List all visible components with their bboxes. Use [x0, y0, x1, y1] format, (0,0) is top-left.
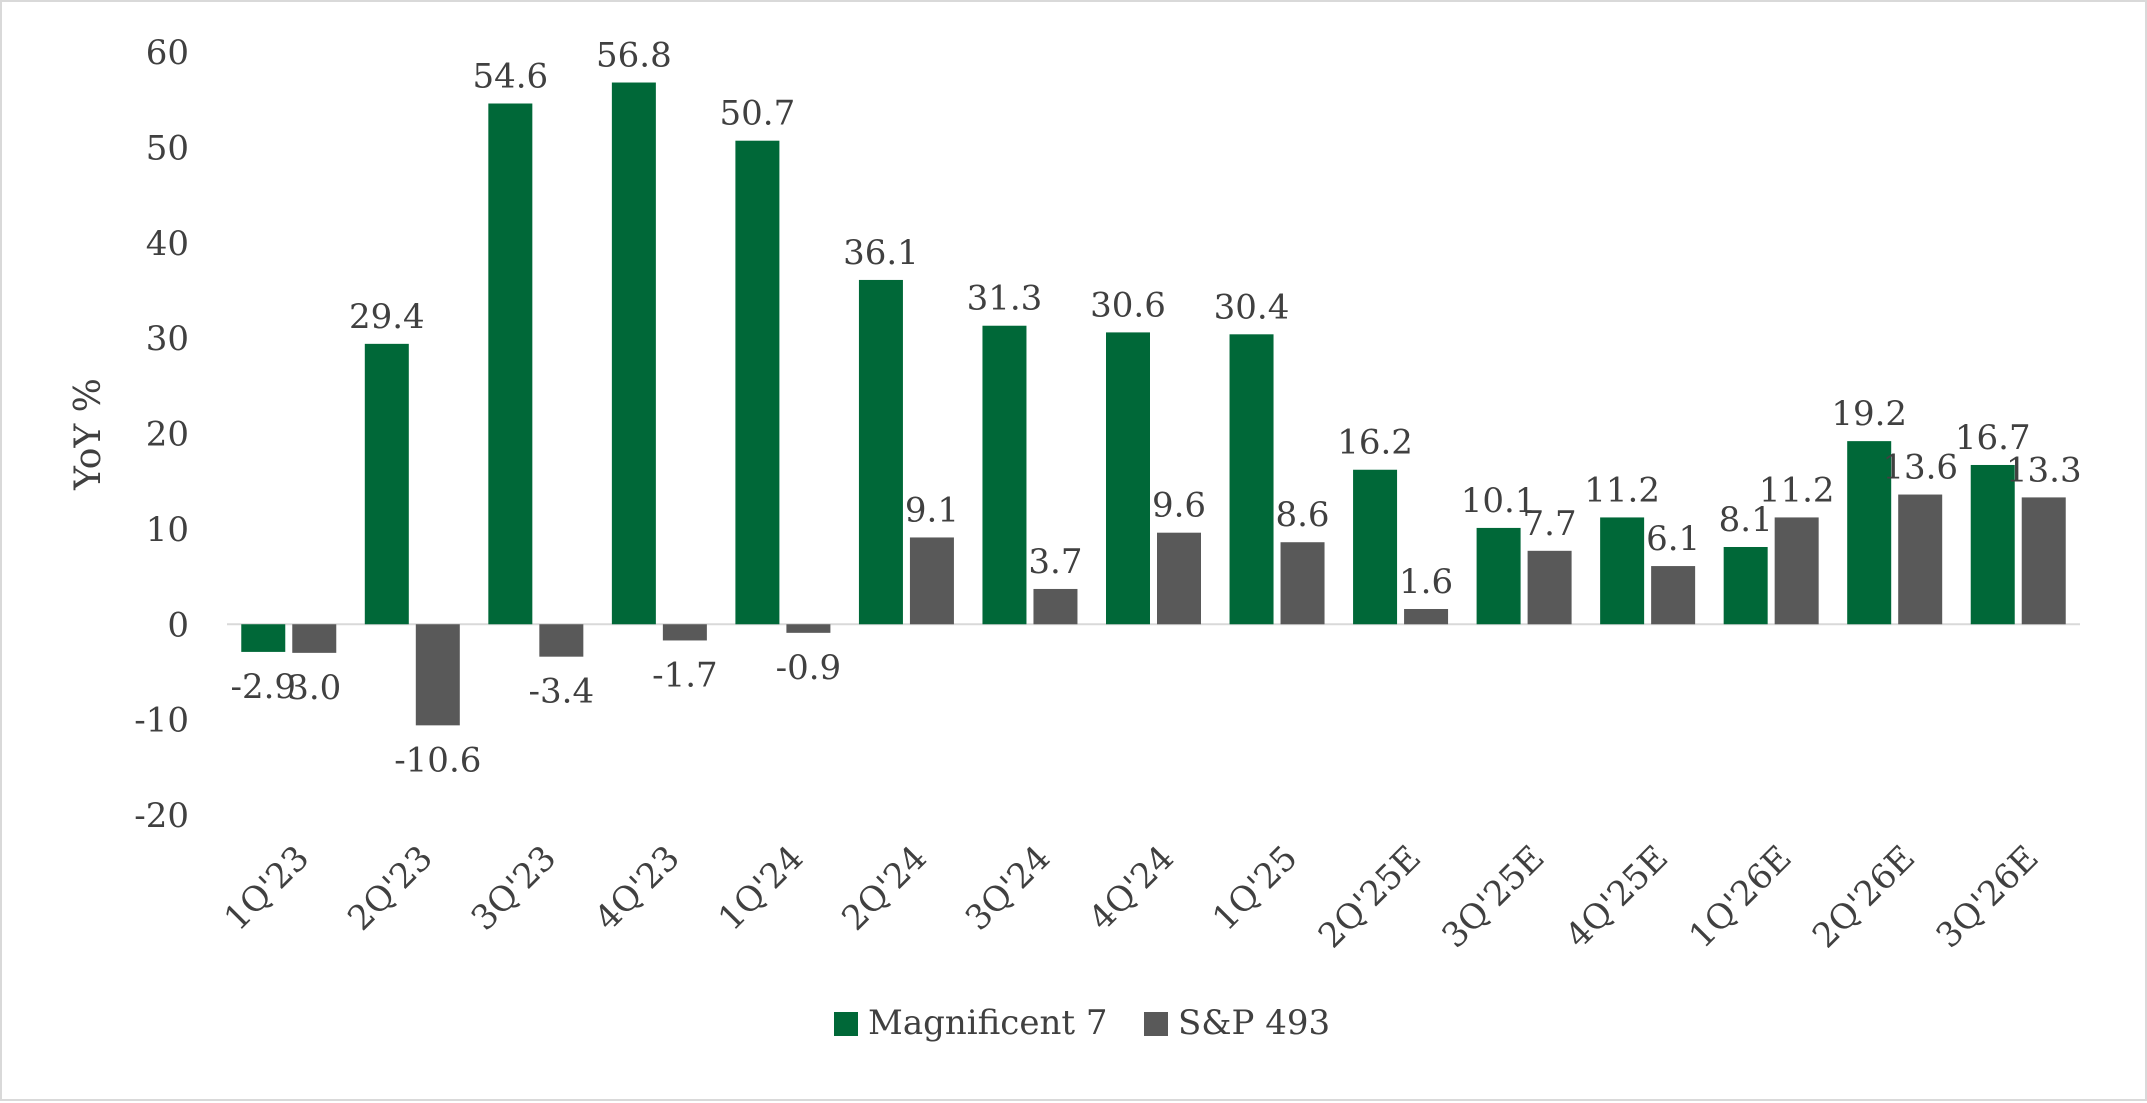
bar-magnificent-7	[364, 343, 409, 625]
bar-sp-493	[1404, 608, 1449, 625]
x-axis-tick-labels: 1Q'23 2Q'23 3Q'23 4Q'23 1Q'24 2Q'24 3Q'24 4Q'24…	[217, 838, 2047, 956]
data-label: 11.2	[1584, 470, 1660, 510]
bar-marks	[241, 82, 2066, 726]
data-label: 13.6	[1882, 448, 1958, 488]
bar-magnificent-7	[1970, 464, 2015, 625]
x-tick-label: 1Q'23	[217, 838, 317, 938]
data-label: 6.1	[1646, 519, 1700, 559]
y-axis-ticks: -20 -10 0 10 20 30 40 50 60	[134, 33, 189, 836]
x-tick-label: 1Q'24	[711, 838, 811, 938]
x-tick-label: 3Q'26E	[1929, 838, 2047, 956]
data-labels: -2.93.0 29.4 -10.6 54.6 -3.4 56.8 -1.7 50.7 -0.9…	[230, 36, 2081, 781]
data-label: 31.3	[967, 279, 1043, 319]
y-tick-label: 0	[167, 605, 189, 645]
bar-magnificent-7	[1353, 469, 1398, 625]
bar-magnificent-7	[1476, 527, 1521, 625]
y-tick-label: 50	[146, 128, 189, 168]
y-tick-label: 10	[146, 510, 189, 550]
legend: Magnificent 7 S&P 493	[834, 1003, 1330, 1043]
bar-magnificent-7	[1229, 334, 1274, 625]
legend-swatch	[834, 1012, 858, 1036]
bar-sp-493	[1157, 532, 1201, 625]
legend-label: Magnificent 7	[868, 1003, 1107, 1043]
x-tick-label: 3Q'23	[464, 838, 564, 938]
bar-sp-493	[539, 624, 584, 657]
data-label: -2.9	[230, 667, 296, 707]
data-label: 16.7	[1955, 418, 2031, 458]
y-tick-label: -10	[134, 701, 189, 741]
data-label: 56.8	[596, 36, 672, 76]
bar-sp-493	[415, 624, 460, 726]
y-axis-title: YoY %	[68, 378, 109, 491]
data-label: 8.1	[1719, 500, 1773, 540]
legend-label: S&P 493	[1178, 1003, 1330, 1043]
data-label: -10.6	[394, 740, 481, 780]
x-tick-label: 4Q'24	[1081, 838, 1181, 938]
data-label: 29.4	[349, 297, 425, 337]
x-tick-label: 3Q'24	[958, 838, 1058, 938]
bar-sp-493	[1280, 542, 1325, 625]
bar-magnificent-7	[1847, 441, 1892, 625]
data-label: 16.2	[1337, 423, 1413, 463]
y-axis-title-group: YoY %	[68, 378, 109, 491]
y-tick-label: 20	[146, 415, 189, 455]
y-tick-label: 40	[146, 224, 189, 264]
data-label: 3.0	[287, 668, 341, 708]
bar-magnificent-7	[858, 279, 903, 625]
data-label: 10.1	[1461, 481, 1537, 521]
data-label: 9.1	[905, 490, 959, 530]
x-tick-label: 2Q'24	[834, 838, 934, 938]
data-label: 9.6	[1152, 486, 1206, 526]
bar-magnificent-7	[611, 82, 656, 625]
data-label: -3.4	[529, 672, 595, 712]
bar-sp-493	[909, 537, 954, 625]
x-tick-label: 2Q'25E	[1311, 838, 1429, 956]
bar-magnificent-7	[488, 103, 533, 625]
data-label: -1.7	[652, 655, 718, 695]
bar-sp-493	[1651, 566, 1696, 625]
data-label: 3.7	[1028, 542, 1082, 582]
bar-sp-493	[292, 624, 337, 653]
x-tick-label: 2Q'23	[340, 838, 440, 938]
data-label: 19.2	[1831, 394, 1907, 434]
x-tick-label: 4Q'23	[587, 838, 687, 938]
bar-magnificent-7	[982, 325, 1027, 625]
bar-magnificent-7	[241, 624, 286, 652]
data-label: -0.9	[776, 648, 842, 688]
x-tick-label: 1Q'25	[1205, 838, 1305, 938]
data-label: 11.2	[1759, 470, 1835, 510]
legend-swatch	[1144, 1012, 1168, 1036]
data-label: 30.4	[1214, 287, 1290, 327]
bar-sp-493	[1527, 550, 1572, 625]
data-label: 7.7	[1523, 504, 1577, 544]
x-tick-label: 3Q'25E	[1434, 838, 1552, 956]
data-label: 13.3	[2006, 450, 2082, 490]
data-label: 50.7	[720, 94, 796, 134]
x-tick-label: 2Q'26E	[1805, 838, 1923, 956]
x-tick-label: 1Q'26E	[1681, 838, 1799, 956]
bar-magnificent-7	[1600, 517, 1645, 625]
bar-magnificent-7	[1723, 546, 1768, 625]
bar-sp-493	[2021, 497, 2066, 625]
data-label: 30.6	[1090, 285, 1166, 325]
data-label: 8.6	[1275, 495, 1329, 535]
y-tick-label: 30	[146, 319, 189, 359]
data-label: 36.1	[843, 233, 919, 273]
y-tick-label: -20	[134, 796, 189, 836]
bar-sp-493	[1774, 517, 1819, 625]
bar-sp-493	[1033, 588, 1078, 625]
bar-sp-493	[786, 624, 831, 633]
x-tick-label: 4Q'25E	[1558, 838, 1676, 956]
bar-magnificent-7	[1106, 332, 1150, 625]
data-label: 1.6	[1399, 562, 1453, 602]
y-tick-label: 60	[146, 33, 189, 73]
bar-sp-493	[662, 624, 707, 641]
bar-sp-493	[1898, 494, 1943, 625]
bar-magnificent-7	[735, 140, 780, 625]
data-label: 54.6	[472, 57, 548, 97]
